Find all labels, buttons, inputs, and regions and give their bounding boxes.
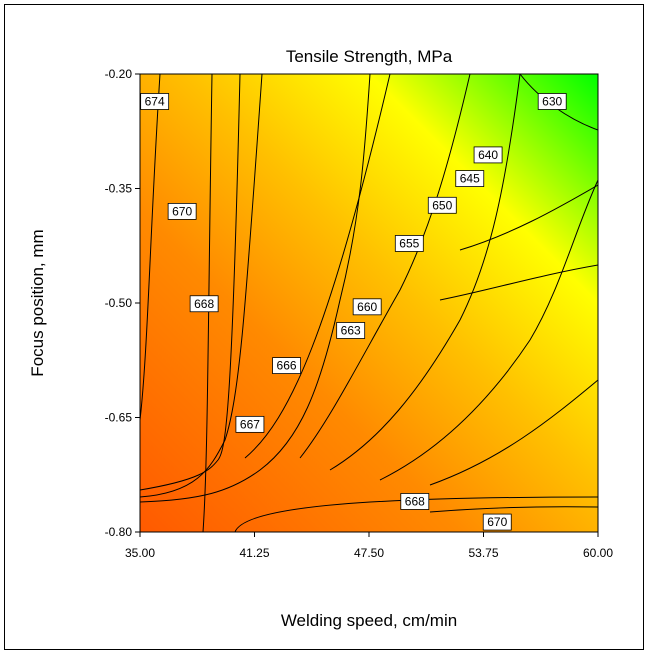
contour-label: 660 bbox=[352, 298, 382, 316]
y-axis-label: Focus position, mm bbox=[28, 229, 47, 376]
contour-label-text: 666 bbox=[277, 359, 297, 373]
x-axis-label: Welding speed, cm/min bbox=[281, 611, 457, 630]
contour-label: 668 bbox=[189, 295, 219, 313]
contour-label: 670 bbox=[167, 202, 197, 220]
contour-label-text: 670 bbox=[487, 515, 507, 529]
contour-label: 663 bbox=[336, 322, 366, 339]
x-tick-label: 47.50 bbox=[354, 546, 384, 560]
contour-label-text: 630 bbox=[542, 94, 562, 108]
contour-label-text: 645 bbox=[460, 172, 480, 186]
contour-label: 640 bbox=[473, 146, 503, 164]
axes: 35.00 41.25 47.50 53.75 60.00 -0.80 -0.65 -0.50… bbox=[105, 67, 614, 560]
contour-label-box bbox=[336, 322, 366, 339]
contour-label: 645 bbox=[455, 170, 485, 187]
contour-label-box bbox=[189, 295, 219, 313]
x-tick-label: 53.75 bbox=[468, 546, 498, 560]
contour-label-box bbox=[473, 146, 503, 164]
contour-label-text: 655 bbox=[399, 236, 419, 250]
contour-lines bbox=[140, 74, 598, 532]
contour-label-text: 667 bbox=[240, 417, 260, 431]
contour-label: 670 bbox=[482, 513, 512, 531]
contour-label-text: 640 bbox=[478, 148, 498, 162]
chart-title: Tensile Strength, MPa bbox=[286, 47, 453, 66]
contour-line-645 bbox=[439, 264, 598, 301]
contour-label-box bbox=[427, 196, 457, 214]
contour-label-box bbox=[272, 357, 301, 374]
contour-line-640 bbox=[459, 184, 598, 251]
contour-line-668a bbox=[234, 496, 598, 532]
x-tick-label: 35.00 bbox=[125, 546, 155, 560]
contour-label-text: 650 bbox=[432, 198, 452, 212]
contour-label-box bbox=[235, 415, 265, 433]
contour-label-box bbox=[537, 93, 567, 110]
contour-label: 667 bbox=[235, 415, 265, 433]
contour-line-670 bbox=[202, 74, 213, 532]
x-tick-label: 60.00 bbox=[583, 546, 613, 560]
y-tick-label: -0.35 bbox=[105, 182, 133, 196]
contour-line-674 bbox=[140, 74, 161, 421]
contour-label: 674 bbox=[140, 93, 170, 110]
y-tick-label: -0.50 bbox=[105, 296, 133, 310]
contour-line-655 bbox=[379, 179, 598, 481]
contour-label-box bbox=[140, 93, 170, 110]
contour-label: 655 bbox=[394, 235, 424, 252]
contour-label-box bbox=[394, 235, 424, 252]
contour-label: 668 bbox=[400, 493, 430, 510]
contour-label-box bbox=[352, 298, 382, 316]
contour-label-text: 660 bbox=[357, 300, 377, 314]
y-tick-label: -0.20 bbox=[105, 67, 133, 81]
contour-line-660 bbox=[329, 74, 521, 471]
contour-label: 630 bbox=[537, 93, 567, 110]
contour-line-663 bbox=[299, 74, 471, 459]
contour-label: 666 bbox=[272, 357, 301, 374]
y-tick-label: -0.80 bbox=[105, 525, 133, 539]
contour-line-670b bbox=[429, 506, 598, 513]
contour-line-667 bbox=[140, 74, 263, 498]
contour-line-650 bbox=[429, 379, 598, 486]
contour-label-text: 668 bbox=[405, 494, 425, 508]
contour-label-text: 674 bbox=[145, 94, 165, 108]
contour-label: 650 bbox=[427, 196, 457, 214]
contour-label-box bbox=[482, 513, 512, 531]
contour-label-box bbox=[167, 202, 197, 220]
contour-line-666 bbox=[140, 74, 371, 503]
contour-label-box bbox=[455, 170, 485, 187]
contour-line-668b bbox=[140, 74, 241, 491]
y-tick-label: -0.65 bbox=[105, 411, 133, 425]
contour-label-group: 674 670 668 667 666 663 660 655 650 645 640 630 668 6… bbox=[140, 93, 567, 531]
contour-label-text: 670 bbox=[172, 204, 192, 218]
contour-label-text: 663 bbox=[341, 323, 361, 337]
x-tick-label: 41.25 bbox=[239, 546, 269, 560]
contour-label-text: 668 bbox=[194, 297, 214, 311]
contour-label-box bbox=[400, 493, 430, 510]
contour-line-666b bbox=[244, 74, 391, 459]
